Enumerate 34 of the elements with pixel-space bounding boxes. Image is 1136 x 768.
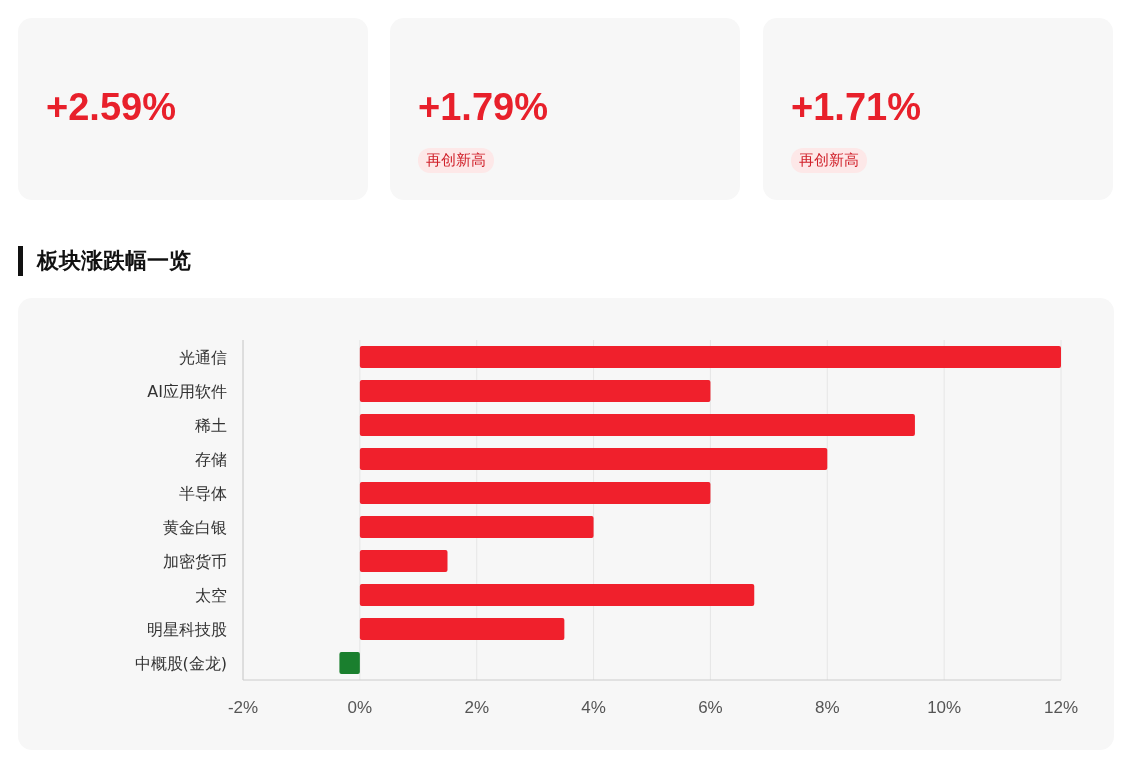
x-tick-label: 0%: [347, 698, 373, 717]
bar: [359, 345, 1061, 369]
text: +2.59%: [46, 86, 176, 129]
x-tick-label: 8%: [815, 698, 840, 717]
bar: [359, 617, 565, 641]
bar: [359, 549, 448, 573]
text: +1.71%: [791, 86, 921, 129]
x-tick-label: 4%: [581, 698, 606, 717]
y-tick-label: 太空: [195, 586, 227, 605]
text: 再创新高: [418, 148, 494, 173]
x-tick-label: 6%: [698, 698, 723, 717]
y-tick-label: 明星科技股: [147, 620, 227, 639]
bar: [359, 515, 594, 539]
text: +1.79%: [418, 86, 548, 129]
y-tick-label: 光通信: [179, 348, 227, 367]
x-tick-label: 2%: [464, 698, 489, 717]
y-tick-label: 半导体: [179, 484, 227, 503]
bar: [359, 379, 711, 403]
x-tick-label: 10%: [927, 698, 962, 717]
y-tick-label: 加密货币: [163, 552, 227, 571]
bar: [359, 481, 711, 505]
text: 再创新高: [791, 148, 867, 173]
x-tick-label: 12%: [1043, 698, 1079, 717]
bar: [339, 651, 360, 675]
y-tick-label: 存储: [195, 450, 227, 469]
y-tick-label: 黄金白银: [163, 518, 227, 537]
y-tick-label: 中概股(金龙): [134, 654, 227, 673]
bar: [359, 447, 828, 471]
bar: [359, 413, 915, 437]
y-tick-label: 稀土: [195, 416, 227, 435]
y-tick-label: AI应用软件: [147, 382, 227, 401]
chart-title: 板块涨跌幅一览: [18, 246, 191, 276]
x-tick-label: -2%: [227, 698, 259, 717]
bar: [359, 583, 755, 607]
